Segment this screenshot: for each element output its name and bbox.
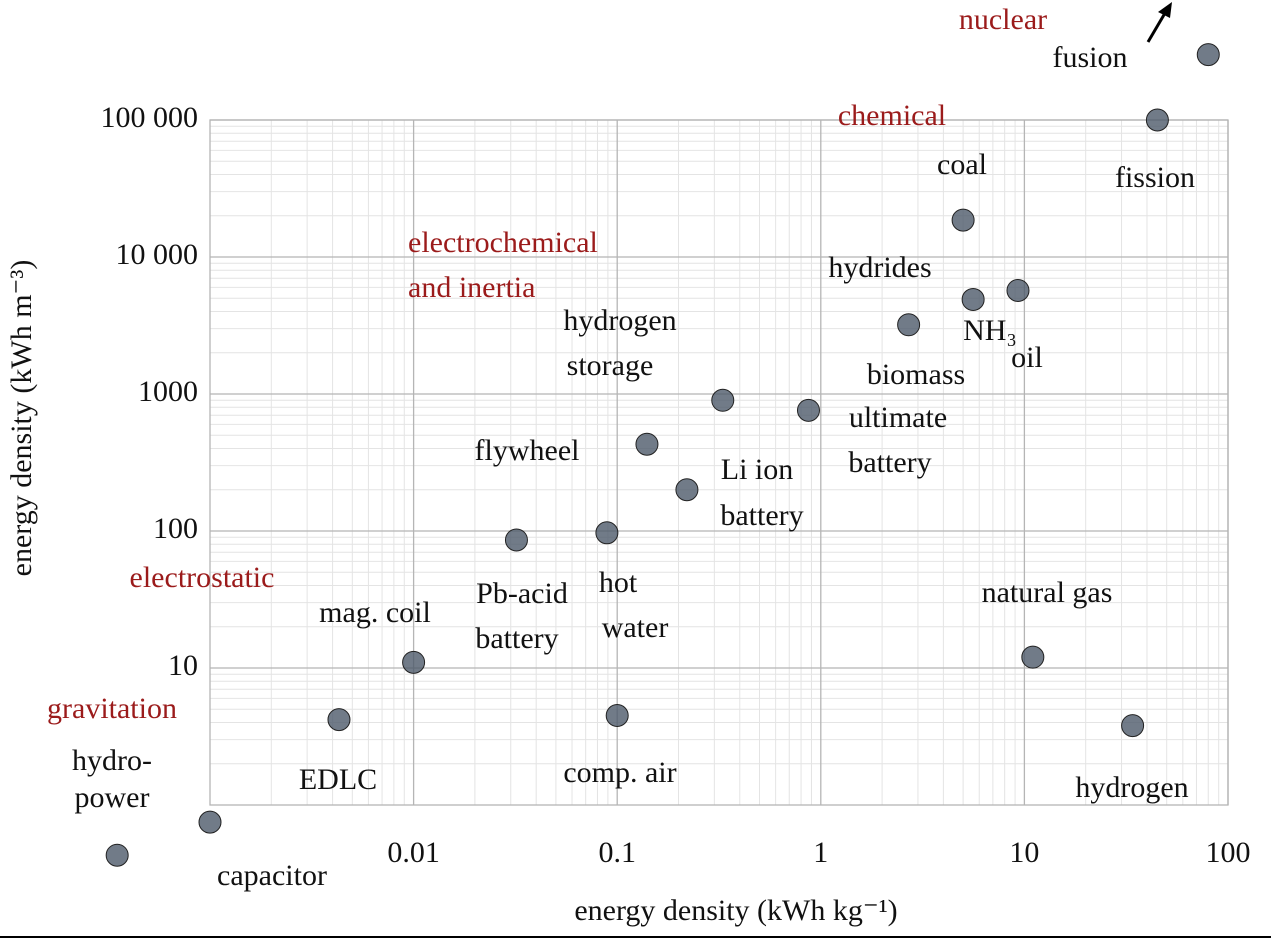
point-label: comp. air [563,756,676,789]
category-label: nuclear [959,3,1047,36]
y-tick-label: 100 000 [101,101,199,134]
x-tick-label: 0.1 [598,836,636,869]
point-label: mag. coil [319,596,431,629]
category-label: electrochemical [408,226,598,259]
point-label: Li ion [721,453,794,486]
point-label: coal [937,148,987,181]
point-label: fusion [1053,41,1128,74]
point [675,478,699,502]
category-label: gravitation [47,692,177,725]
point-label: hydrides [828,251,931,284]
point [711,388,735,412]
x-tick-label: 100 [1206,836,1251,869]
point [327,708,351,732]
plot-frame [209,119,1229,806]
point-label: water [602,611,669,644]
x-tick-label: 1 [813,836,828,869]
point [1145,108,1169,132]
category-label: and inertia [408,271,535,304]
point-label: ultimate [849,401,947,434]
point-label: NH₃ [963,314,1017,347]
point [635,432,659,456]
arrow-head [1158,2,1172,18]
point-label: power [75,781,150,814]
x-tick-label: 10 [1009,836,1039,869]
point-label: battery [720,499,803,532]
point [105,843,129,867]
point [897,313,921,337]
point [796,398,820,422]
point-label: fission [1115,161,1195,194]
y-axis-title: energy density (kWh m⁻³) [5,260,38,577]
y-tick-label: 100 [153,512,198,545]
point-label: capacitor [217,859,327,892]
point [595,521,619,545]
point [504,528,528,552]
point-label: flywheel [475,434,580,467]
point [605,704,629,728]
point [402,650,426,674]
point [1121,714,1145,738]
point [198,810,222,834]
point-label: hydro- [72,744,152,777]
point-label: Pb-acid [476,577,568,610]
point-label: storage [567,349,654,382]
point-label: natural gas [982,576,1113,609]
point-label: hydrogen [1075,771,1188,804]
point-label: battery [475,622,558,655]
point [951,208,975,232]
point [1006,278,1030,302]
point-label: hydrogen [563,304,676,337]
x-tick-label: 0.01 [387,836,440,869]
point [961,287,985,311]
x-axis-title: energy density (kWh kg⁻¹) [574,894,897,927]
point-label: hot [599,566,638,599]
point [1196,43,1220,67]
y-tick-label: 10 [168,649,198,682]
category-label: chemical [838,99,946,132]
point-label: battery [848,446,931,479]
point-label: biomass [867,358,965,391]
point-label: oil [1011,341,1043,374]
y-tick-label: 1000 [138,375,198,408]
category-label: electrostatic [130,561,275,594]
point-label: EDLC [299,763,377,796]
point [1021,645,1045,669]
y-tick-label: 10 000 [116,238,199,271]
